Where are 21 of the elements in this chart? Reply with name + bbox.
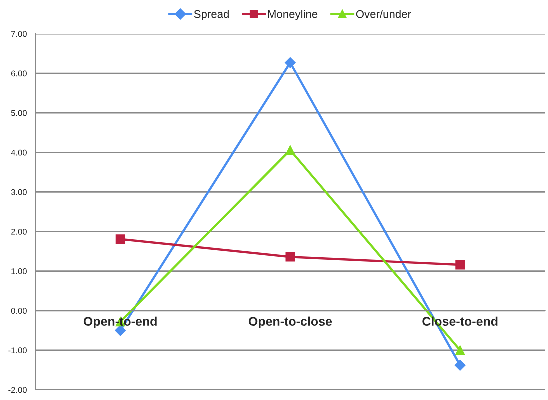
y-tick-label: -1.00 (8, 348, 27, 354)
legend-label: Over/under (356, 10, 412, 18)
point (285, 57, 296, 68)
y-tick-label: 2.00 (11, 228, 27, 235)
y-tick-label: -2.00 (8, 387, 27, 394)
y-tick-label: 1.00 (12, 268, 27, 274)
y-tick-label: 3.00 (11, 189, 27, 196)
point (286, 252, 296, 262)
legend-label: Moneyline (268, 10, 318, 20)
x-tick-label: Open-to-close (248, 316, 332, 328)
y-tick-label: 5.00 (11, 110, 27, 116)
point (456, 346, 466, 356)
y-tick-label: 0.00 (11, 308, 27, 314)
y-tick-label: 4.00 (11, 150, 27, 156)
y-tick-label: 6.00 (11, 70, 27, 77)
point (116, 234, 126, 244)
point (454, 360, 466, 371)
point (456, 260, 466, 270)
y-tick-label: 7.00 (11, 31, 27, 38)
point (286, 146, 296, 155)
legend-label: Spread (194, 10, 229, 20)
